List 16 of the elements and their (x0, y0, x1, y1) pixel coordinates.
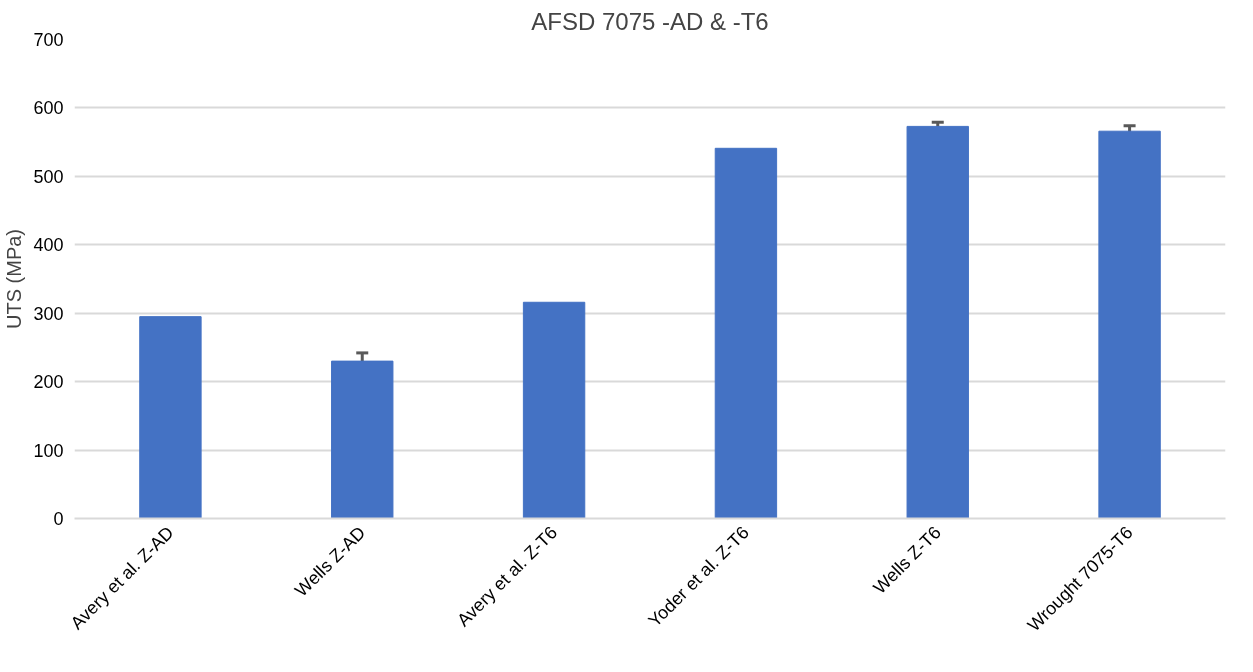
y-tick-label: 400 (33, 235, 64, 256)
bar (139, 316, 202, 519)
y-axis-title: UTS (MPa) (3, 229, 26, 329)
y-tick-label: 200 (33, 372, 64, 393)
y-tick-label: 0 (53, 509, 64, 529)
bar (331, 360, 394, 519)
bar (522, 301, 586, 519)
y-tick-label: 300 (33, 303, 64, 324)
bar (714, 147, 778, 519)
y-tick-label: 100 (33, 440, 64, 461)
y-tick-label: 600 (33, 98, 64, 119)
chart-title: AFSD 7075 -AD & -T6 (531, 7, 769, 35)
bar (906, 125, 969, 519)
y-tick-label: 700 (33, 30, 64, 50)
y-tick-label: 500 (33, 166, 64, 187)
bar (1098, 130, 1161, 519)
